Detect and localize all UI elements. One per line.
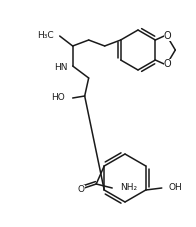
Text: HO: HO — [51, 94, 65, 103]
Text: O: O — [163, 31, 171, 41]
Text: O: O — [78, 185, 85, 193]
Text: O: O — [163, 59, 171, 69]
Text: OH: OH — [169, 183, 182, 192]
Text: HN: HN — [54, 62, 68, 72]
Text: H₃C: H₃C — [37, 30, 54, 39]
Text: NH₂: NH₂ — [120, 183, 137, 192]
